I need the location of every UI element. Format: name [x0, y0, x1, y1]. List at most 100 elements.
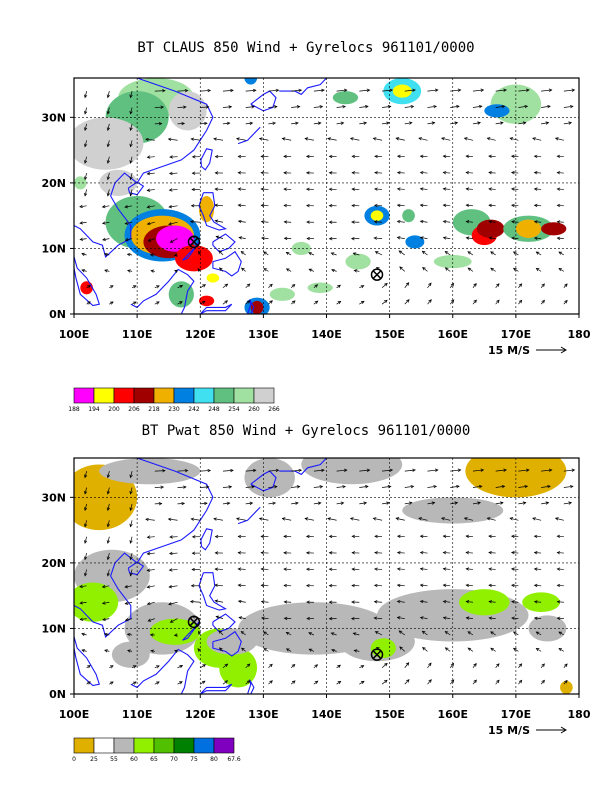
- wind-vector: [533, 551, 542, 555]
- wind-vector: [382, 468, 394, 472]
- wind-vector: [191, 187, 201, 192]
- wind-vector: [84, 91, 88, 99]
- wind-vector: [283, 534, 292, 539]
- wind-vector: [81, 649, 87, 653]
- wind-vector: [427, 121, 436, 125]
- wind-vector: [200, 680, 206, 685]
- wind-vector: [167, 137, 178, 142]
- wind-vector: [533, 154, 542, 159]
- wind-vector: [283, 187, 292, 191]
- wind-vector: [189, 220, 201, 224]
- wind-vector: [373, 236, 383, 240]
- wind-vector: [533, 600, 542, 604]
- wind-vector: [169, 618, 178, 623]
- shaded-region: [269, 287, 295, 301]
- wind-vector: [84, 140, 88, 148]
- wind-vector: [106, 569, 110, 577]
- wind-vector: [168, 188, 178, 192]
- wind-vector: [465, 534, 473, 538]
- wind-vector: [336, 664, 341, 669]
- wind-vector: [518, 104, 529, 109]
- wind-vector: [359, 300, 365, 305]
- wind-vector: [106, 503, 110, 512]
- wind-vector: [101, 601, 110, 605]
- wind-vector: [177, 105, 187, 109]
- colorbar-swatch: [193, 737, 215, 754]
- coastline: [212, 233, 236, 253]
- wind-vector: [541, 501, 550, 505]
- wind-vector: [106, 107, 110, 115]
- wind-vector: [486, 517, 496, 521]
- shaded-region: [370, 638, 396, 658]
- shaded-region: [515, 219, 542, 238]
- wind-vector: [245, 663, 251, 669]
- wind-vector: [488, 220, 496, 224]
- wind-vector: [350, 616, 360, 621]
- shaded-region: [244, 78, 258, 85]
- wind-vector: [495, 121, 504, 125]
- wind-vector: [214, 154, 223, 159]
- wind-vector: [237, 187, 246, 191]
- wind-vector: [268, 88, 280, 93]
- wind-vector: [313, 121, 322, 125]
- wind-vector: [399, 266, 406, 272]
- wind-vector: [305, 534, 314, 539]
- x-tick-label: 100E: [59, 708, 89, 721]
- wind-vector: [291, 501, 299, 505]
- wind-vector: [488, 154, 496, 158]
- wind-vector: [154, 301, 160, 305]
- wind-vector: [563, 484, 574, 489]
- wind-vector: [541, 104, 551, 109]
- wind-vector: [351, 154, 360, 159]
- wind-vector: [382, 485, 392, 489]
- wind-vector: [353, 269, 360, 273]
- wind-vector: [154, 485, 165, 489]
- wind-vector: [511, 220, 519, 224]
- wind-vector: [81, 269, 87, 273]
- wind-vector: [396, 203, 405, 208]
- wind-vector: [472, 121, 481, 125]
- x-tick-label: 160E: [438, 328, 468, 341]
- wind-vector: [168, 568, 178, 572]
- wind-vector: [328, 204, 337, 208]
- wind-vector: [396, 551, 405, 555]
- wind-vector: [465, 154, 473, 158]
- wind-vector: [336, 121, 345, 125]
- x-tick-label: 130E: [248, 708, 278, 721]
- wind-vector: [398, 250, 405, 256]
- wind-vector: [200, 300, 206, 305]
- wind-vector: [442, 567, 451, 571]
- wind-vector: [129, 487, 133, 495]
- wind-vector: [283, 567, 292, 571]
- wind-vector: [374, 171, 383, 175]
- wind-vector: [510, 551, 519, 555]
- wind-vector: [308, 632, 315, 636]
- coastline: [130, 268, 195, 314]
- wind-vector: [245, 501, 254, 505]
- wind-vector: [511, 203, 519, 208]
- wind-vector: [541, 88, 553, 92]
- wind-vector: [518, 484, 529, 489]
- wind-vector: [396, 187, 405, 191]
- wind-vector: [129, 536, 133, 544]
- wind-vector: [563, 283, 568, 289]
- wind-vector: [532, 517, 542, 521]
- wind-vector: [222, 88, 234, 93]
- wind-vector: [268, 300, 273, 305]
- coastline: [74, 228, 101, 307]
- wind-vector: [490, 631, 496, 636]
- wind-vector: [268, 468, 280, 473]
- coastline: [74, 608, 101, 687]
- wind-vector: [283, 583, 292, 588]
- y-tick-label: 0N: [49, 688, 66, 701]
- wind-vector: [495, 88, 507, 92]
- wind-vector: [154, 121, 163, 126]
- shaded-region: [307, 282, 333, 294]
- wind-vector: [177, 89, 189, 93]
- wind-vector: [101, 584, 110, 589]
- wind-vector: [285, 268, 292, 272]
- wind-vector: [359, 501, 368, 505]
- y-tick-label: 30N: [41, 491, 66, 504]
- wind-vector: [518, 501, 527, 505]
- wind-vector: [444, 267, 451, 272]
